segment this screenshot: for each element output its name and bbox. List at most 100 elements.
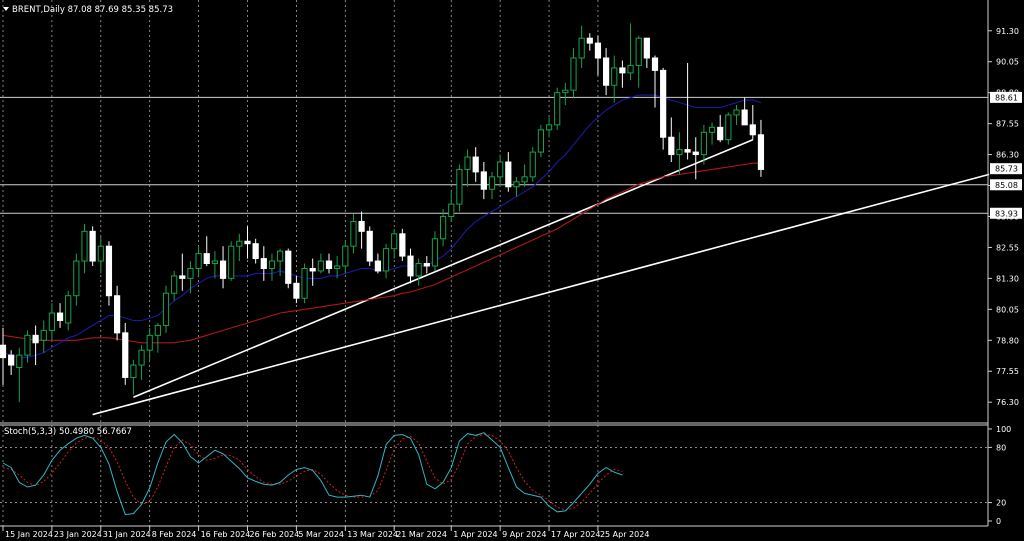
candle[interactable] — [236, 233, 243, 262]
candle[interactable] — [179, 253, 186, 291]
candle[interactable] — [440, 209, 447, 247]
candle[interactable] — [154, 322, 161, 353]
candle[interactable] — [97, 236, 104, 274]
candle[interactable] — [611, 55, 618, 103]
candle[interactable] — [203, 236, 210, 266]
candle[interactable] — [660, 67, 667, 150]
candle[interactable] — [545, 117, 553, 138]
candle[interactable] — [211, 251, 219, 279]
candle[interactable] — [187, 261, 194, 294]
candle[interactable] — [717, 114, 724, 143]
candle[interactable] — [162, 285, 170, 333]
candle[interactable] — [725, 112, 732, 145]
candle[interactable] — [293, 275, 300, 304]
candle[interactable] — [627, 23, 634, 81]
candle[interactable] — [700, 124, 707, 165]
candle[interactable] — [668, 117, 675, 162]
candle[interactable] — [301, 263, 308, 304]
candle[interactable] — [480, 162, 487, 200]
candle[interactable] — [513, 176, 520, 197]
candle[interactable] — [24, 330, 31, 363]
candle[interactable] — [81, 223, 88, 274]
candle[interactable] — [570, 48, 577, 98]
candle[interactable] — [40, 320, 47, 353]
candle[interactable] — [122, 322, 129, 385]
candle[interactable] — [554, 87, 561, 130]
candle[interactable] — [423, 256, 430, 274]
candle[interactable] — [651, 55, 659, 108]
candle[interactable] — [0, 327, 7, 385]
candle-body — [480, 171, 487, 190]
candle[interactable] — [382, 243, 390, 279]
candle[interactable] — [537, 124, 544, 158]
candle[interactable] — [415, 258, 422, 286]
candle[interactable] — [358, 211, 365, 249]
candle[interactable] — [130, 360, 137, 395]
candle[interactable] — [325, 253, 333, 274]
candle[interactable] — [56, 303, 64, 328]
candle[interactable] — [619, 60, 626, 88]
candle[interactable] — [277, 248, 284, 276]
candle[interactable] — [350, 214, 357, 254]
candle[interactable] — [603, 48, 610, 96]
candle[interactable] — [676, 132, 683, 175]
candle[interactable] — [309, 258, 316, 286]
candle[interactable] — [749, 105, 756, 140]
candle[interactable] — [505, 152, 512, 192]
candle[interactable] — [16, 347, 23, 403]
candle[interactable] — [48, 303, 55, 341]
candle[interactable] — [643, 37, 650, 68]
candle[interactable] — [708, 122, 716, 145]
candle[interactable] — [334, 256, 341, 279]
candle[interactable] — [757, 119, 765, 177]
candle[interactable] — [65, 290, 72, 331]
candle[interactable] — [342, 241, 349, 274]
candle[interactable] — [733, 105, 740, 125]
candle[interactable] — [497, 154, 504, 187]
candle[interactable] — [399, 228, 406, 262]
candle[interactable] — [488, 171, 496, 200]
candle[interactable] — [578, 25, 585, 68]
candle[interactable] — [105, 241, 113, 306]
candle[interactable] — [456, 164, 463, 212]
candle[interactable] — [219, 246, 227, 289]
candle[interactable] — [195, 246, 202, 276]
candle[interactable] — [8, 350, 15, 375]
trendline[interactable] — [92, 173, 990, 416]
candle[interactable] — [391, 228, 398, 259]
candle[interactable] — [73, 253, 80, 306]
candle[interactable] — [252, 238, 259, 264]
candle[interactable] — [317, 253, 324, 274]
candle[interactable] — [635, 35, 642, 88]
candle[interactable] — [138, 345, 145, 380]
candle[interactable] — [448, 191, 455, 222]
candle[interactable] — [692, 137, 699, 180]
candle-body — [81, 230, 88, 262]
candle[interactable] — [171, 270, 178, 301]
candle[interactable] — [32, 325, 39, 366]
candle[interactable] — [374, 253, 381, 274]
candle[interactable] — [521, 164, 528, 187]
candle[interactable] — [562, 82, 569, 106]
candle[interactable] — [472, 147, 479, 182]
candle[interactable] — [268, 253, 276, 281]
candle[interactable] — [594, 35, 602, 76]
candle[interactable] — [586, 33, 593, 51]
candle[interactable] — [366, 226, 373, 266]
triangle-down-icon[interactable] — [3, 7, 9, 11]
candle[interactable] — [146, 327, 153, 361]
candle[interactable] — [244, 226, 251, 259]
candle[interactable] — [228, 241, 235, 281]
trendline[interactable] — [133, 138, 754, 398]
candle[interactable] — [741, 97, 748, 126]
candle[interactable] — [684, 62, 691, 160]
candle[interactable] — [464, 149, 471, 187]
candle[interactable] — [529, 147, 536, 182]
candle[interactable] — [260, 246, 267, 281]
candle[interactable] — [89, 226, 96, 266]
candle[interactable] — [431, 231, 439, 271]
candle[interactable] — [407, 248, 414, 284]
candle[interactable] — [114, 285, 121, 341]
candle[interactable] — [285, 248, 292, 289]
